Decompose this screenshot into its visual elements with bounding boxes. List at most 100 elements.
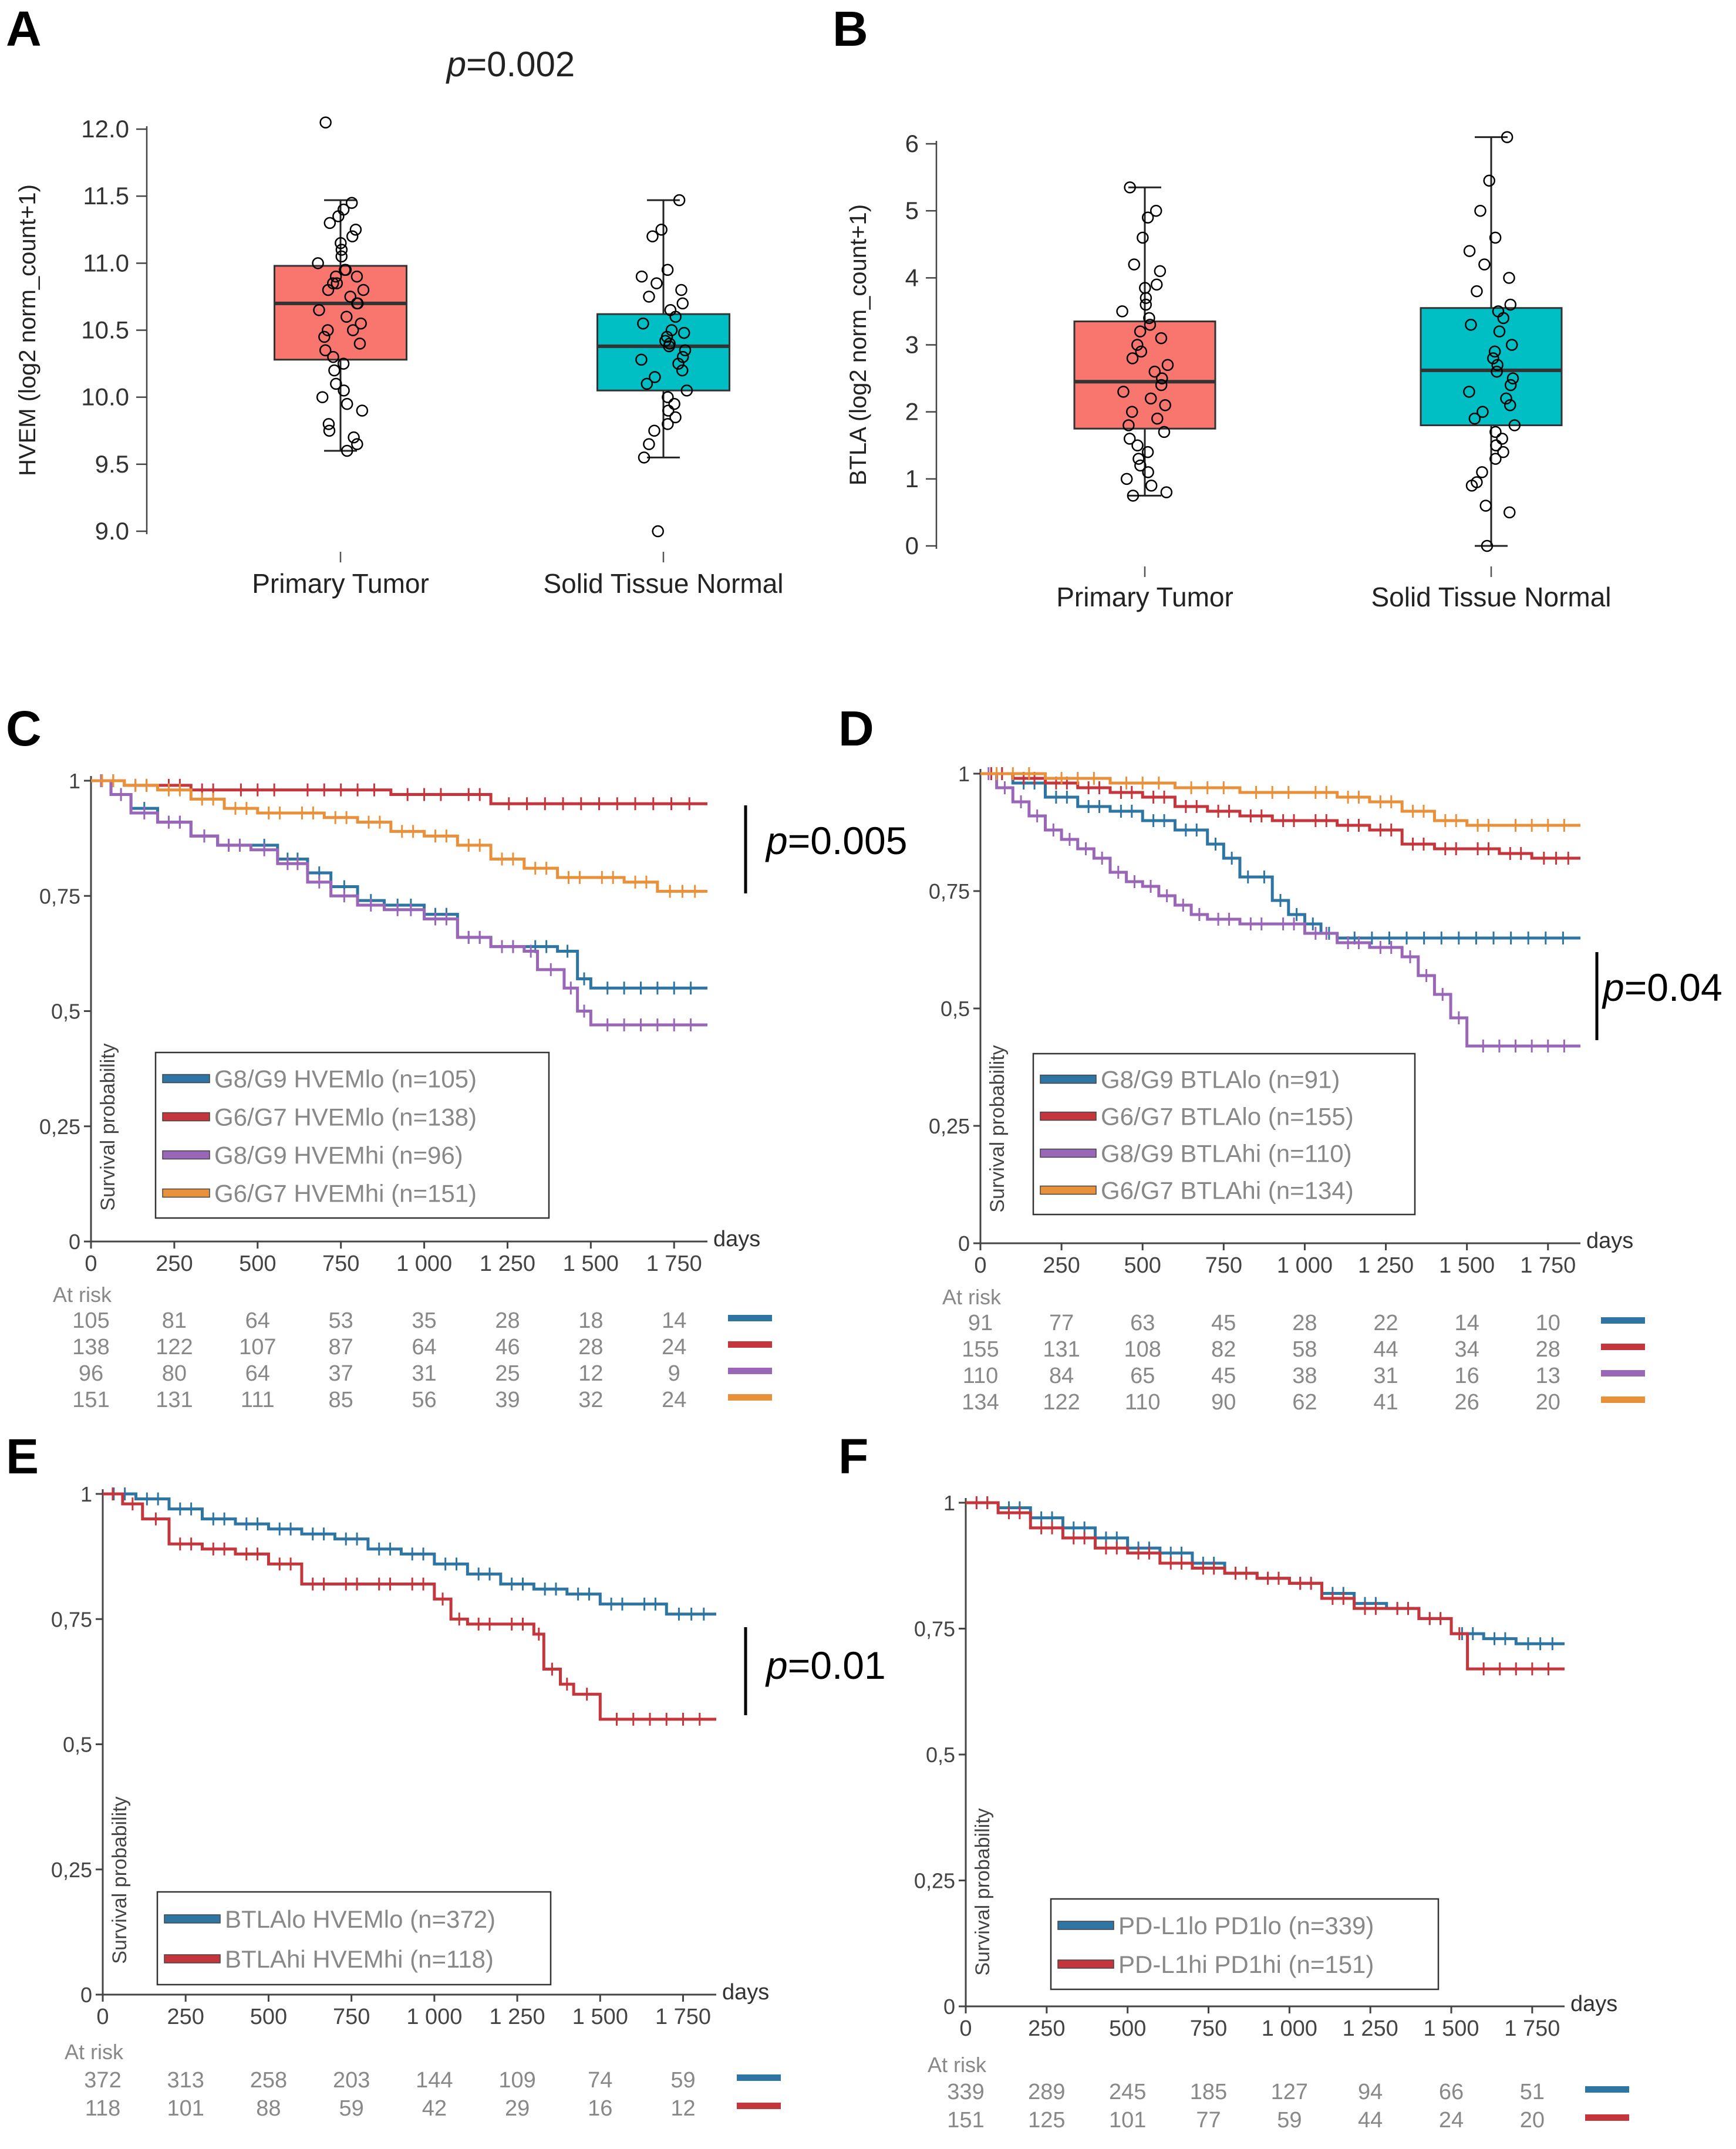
at-risk-count: 35 [412, 1308, 436, 1333]
data-point [652, 525, 664, 538]
legend-swatch [1040, 1185, 1097, 1195]
data-point [1504, 399, 1516, 411]
data-point [1144, 319, 1157, 331]
at-risk-count: 14 [662, 1308, 686, 1333]
y-axis-label: Survival probability [97, 1043, 119, 1210]
y-tick-label: 0,75 [929, 879, 970, 903]
data-point [663, 340, 675, 353]
at-risk-count: 59 [339, 2096, 364, 2121]
at-risk-count: 144 [416, 2068, 453, 2093]
at-risk-count: 31 [1373, 1364, 1398, 1388]
x-tick-label: 1 000 [1262, 2016, 1317, 2041]
legend-label: BTLAhi HVEMhi (n=118) [225, 1945, 494, 1973]
at-risk-count: 87 [329, 1335, 353, 1359]
at-risk-count: 94 [1358, 2080, 1383, 2104]
y-axis-label: Survival probability [986, 1045, 1009, 1212]
series-orange [91, 774, 707, 898]
at-risk-count: 155 [962, 1337, 999, 1362]
data-point [649, 371, 661, 383]
data-point [1504, 298, 1517, 311]
box-iqr [596, 313, 730, 392]
series-red [103, 1487, 716, 1726]
y-axis-label: HVEM (log2 norm_count+1) [15, 184, 41, 476]
y-tick-label: 10.5 [81, 316, 129, 344]
at-risk-count: 122 [1043, 1390, 1080, 1415]
at-risk-count: 24 [662, 1335, 686, 1359]
panel-letter-e: E [6, 1429, 39, 1484]
x-tick-label: 1 250 [1343, 2016, 1398, 2041]
y-tick-label: 5 [905, 197, 919, 224]
y-tick-label: 2 [905, 398, 919, 426]
p-value-label: p=0.01 [765, 1644, 886, 1687]
data-point [1477, 406, 1489, 418]
at-risk-count: 46 [495, 1335, 520, 1359]
at-risk-count: 64 [412, 1335, 436, 1359]
at-risk-count: 28 [578, 1335, 603, 1359]
data-point [346, 230, 359, 242]
y-tick-label: 1 [905, 465, 919, 492]
panel-a-boxplot: 9.0 9.5 10.0 10.5 11.0 11.5 12.0 HVEM (log2 nor… [15, 45, 784, 599]
data-point [335, 250, 348, 263]
data-point [1141, 211, 1154, 224]
at-risk-swatch [737, 2074, 781, 2081]
legend-label: BTLAlo HVEMlo (n=372) [225, 1905, 495, 1933]
at-risk-count: 51 [1520, 2080, 1545, 2104]
at-risk-count: 25 [495, 1361, 520, 1386]
data-point [1488, 345, 1501, 358]
data-point [1491, 359, 1504, 371]
legend-swatch [162, 1150, 210, 1160]
at-risk-count: 134 [962, 1390, 999, 1415]
data-point [1126, 352, 1139, 365]
p-letter: p [446, 45, 466, 84]
data-point [1505, 339, 1518, 351]
data-point [1504, 506, 1516, 519]
y-tick-label: 4 [905, 264, 919, 291]
legend: G8/G9 HVEMlo (n=105) G6/G7 HVEMlo (n=138)… [154, 1051, 550, 1219]
at-risk-count: 62 [1292, 1390, 1317, 1415]
data-point [357, 284, 370, 296]
legend-swatch [164, 1954, 221, 1964]
at-risk-count: 53 [329, 1308, 353, 1333]
at-risk-count: 245 [1109, 2080, 1146, 2104]
at-risk-swatch [1585, 2086, 1629, 2093]
data-point [1116, 305, 1128, 318]
x-tick-label: 500 [1109, 2016, 1146, 2041]
data-point [1483, 174, 1495, 187]
at-risk-label: At risk [942, 1285, 1002, 1309]
series-purple [980, 767, 1580, 1052]
at-risk-count: 107 [239, 1335, 276, 1359]
survival-curve [91, 779, 707, 990]
at-risk-count: 313 [167, 2068, 204, 2093]
at-risk-count: 28 [1292, 1311, 1317, 1335]
series-purple [91, 774, 707, 1032]
survival-curve [966, 1501, 1565, 1671]
y-tick-label: 0 [958, 1232, 970, 1256]
at-risk-count: 131 [156, 1388, 193, 1412]
data-point [341, 444, 353, 457]
at-risk-count: 28 [495, 1308, 520, 1333]
y-axis-label: Survival probability [109, 1796, 131, 1964]
x-tick-label: 750 [1205, 1253, 1242, 1278]
p-letter: p [765, 819, 788, 862]
legend: BTLAlo HVEMlo (n=372) BTLAhi HVEMhi (n=11… [156, 1891, 552, 1986]
at-risk-count: 151 [947, 2108, 984, 2133]
x-tick-label: 1 250 [480, 1251, 535, 1276]
at-risk-swatch [728, 1341, 772, 1348]
data-point [1489, 426, 1502, 438]
x-axis-label: days [713, 1227, 760, 1251]
legend-swatch [1040, 1148, 1097, 1158]
y-tick-label: 0,5 [63, 1733, 92, 1757]
panel-letter-b: B [832, 1, 868, 56]
panel-f-survival: 0 0,25 0,5 0,75 1 0 250 500 750 1 000 1 250 1 500 1 … [914, 1491, 1629, 2133]
p-number: =0.01 [788, 1644, 886, 1687]
legend-label: G6/G7 HVEMlo (n=138) [214, 1104, 477, 1131]
at-risk-count: 24 [662, 1388, 686, 1412]
y-tick-label: 3 [905, 331, 919, 359]
data-point [1500, 392, 1512, 405]
data-point [1487, 352, 1499, 365]
panel-letter-d: D [838, 701, 874, 756]
data-point [1468, 412, 1481, 425]
p-number: =0.002 [466, 45, 575, 84]
data-point [679, 344, 692, 356]
at-risk-count: 16 [588, 2096, 612, 2121]
